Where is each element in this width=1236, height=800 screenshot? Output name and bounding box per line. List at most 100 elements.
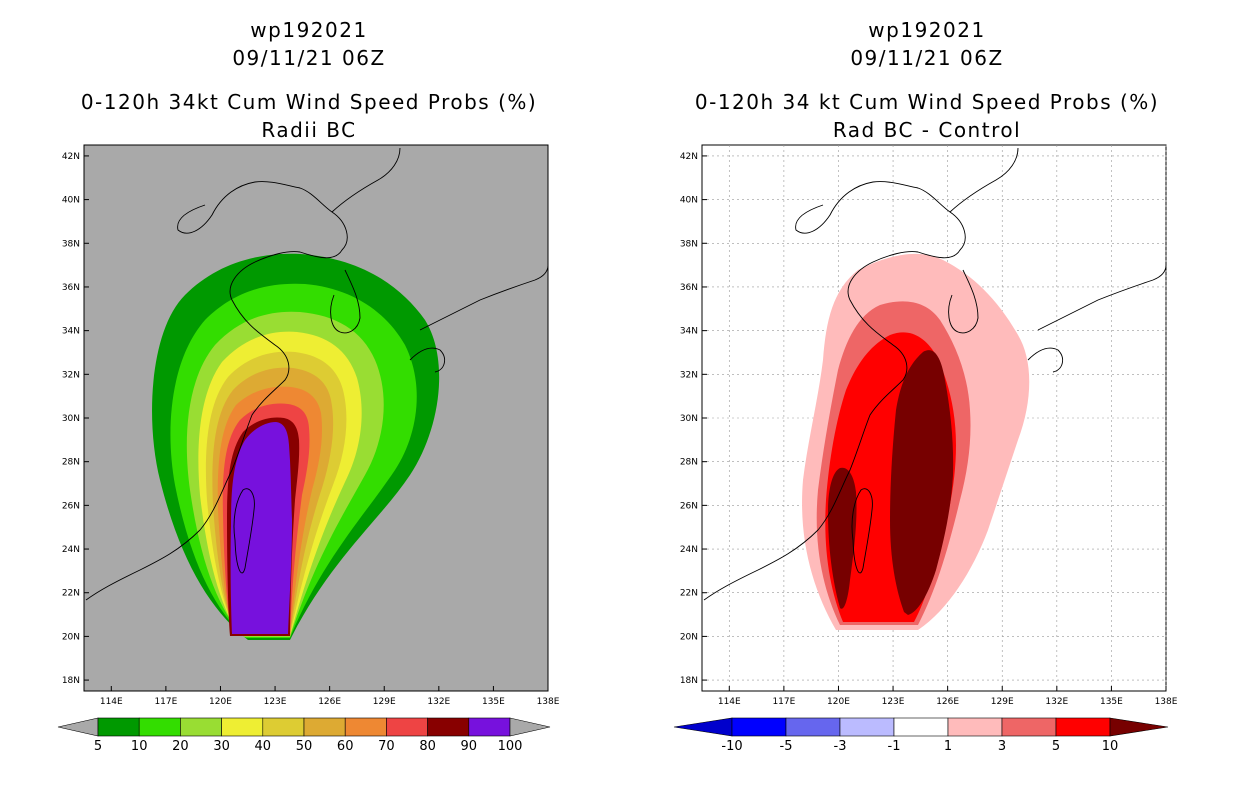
x-tick-label: 129E <box>991 697 1014 707</box>
colorbar-swatch <box>947 717 1003 737</box>
y-tick-label: 34N <box>62 327 80 337</box>
colorbar-swatch <box>1055 717 1111 737</box>
y-axis: 18N 20N 22N 24N 26N 28N 30N 32N 34N 36N 38N 40N 42N <box>62 152 89 686</box>
colorbar-label: 5 <box>1052 739 1060 754</box>
colorbar-underflow <box>57 717 99 737</box>
x-tick-label: 129E <box>373 697 396 707</box>
x-tick-label: 117E <box>772 697 795 707</box>
colorbar-label: 100 <box>498 739 523 754</box>
chart-title: 0-120h 34kt Cum Wind Speed Probs (%) <box>80 90 538 114</box>
map-chart-left: 114E 117E 120E 123E 126E 129E 132E 135E 138E 18N… <box>57 144 560 754</box>
colorbar-swatch <box>731 717 787 737</box>
y-tick-label: 24N <box>680 545 698 555</box>
colorbar-swatch <box>839 717 895 737</box>
chart-title: 0-120h 34 kt Cum Wind Speed Probs (%) <box>694 90 1160 114</box>
colorbar-swatch <box>386 717 428 737</box>
y-tick-label: 36N <box>680 283 698 293</box>
contour-90 <box>230 422 292 634</box>
colorbar-label: -1 <box>888 739 901 754</box>
colorbar-swatch <box>262 717 305 737</box>
x-axis: 114E 117E 120E 123E 126E 129E 132E 135E 138E <box>100 686 560 707</box>
colorbar-swatch <box>1001 717 1057 737</box>
colorbar-label: 80 <box>419 739 436 754</box>
difference-contours <box>802 253 1030 630</box>
datetime: 09/11/21 06Z <box>850 46 1004 70</box>
colorbar-right: -10 -5 -3 -1 1 3 5 10 <box>673 717 1169 754</box>
x-tick-label: 117E <box>154 697 177 707</box>
y-tick-label: 42N <box>680 152 698 162</box>
y-tick-label: 32N <box>680 370 698 380</box>
y-tick-label: 38N <box>62 239 80 249</box>
x-tick-label: 126E <box>936 697 959 707</box>
x-tick-label: 114E <box>718 697 741 707</box>
colorbar-overflow <box>509 717 551 737</box>
y-tick-label: 42N <box>62 152 80 162</box>
y-tick-label: 20N <box>62 632 80 642</box>
colorbar-label: 50 <box>296 739 313 754</box>
colorbar-swatch <box>97 717 140 737</box>
y-axis: 18N 20N 22N 24N 26N 28N 30N 32N 34N 36N 38N 40N 42N <box>680 152 707 686</box>
datetime: 09/11/21 06Z <box>232 46 386 70</box>
colorbar-label: 3 <box>998 739 1006 754</box>
y-tick-label: 22N <box>62 589 80 599</box>
colorbar-label: 90 <box>461 739 478 754</box>
colorbar-label: 1 <box>944 739 952 754</box>
diff-contour-10a <box>890 350 954 615</box>
y-tick-label: 40N <box>680 196 698 206</box>
colorbar-label: -5 <box>780 739 793 754</box>
x-tick-label: 114E <box>100 697 123 707</box>
colorbar-label: 20 <box>172 739 189 754</box>
colorbar-label: -10 <box>721 739 742 754</box>
x-tick-label: 120E <box>827 697 850 707</box>
coastlines <box>85 147 549 601</box>
x-tick-label: 120E <box>209 697 232 707</box>
chart-subtitle: Radii BC <box>261 118 357 142</box>
colorbar-underflow <box>673 717 733 737</box>
colorbar-label: 40 <box>255 739 272 754</box>
y-tick-label: 32N <box>62 370 80 380</box>
x-axis: 114E 117E 120E 123E 126E 129E 132E 135E 138E <box>718 686 1178 707</box>
panel-radii-bc: wp192021 09/11/21 06Z 0-120h 34kt Cum Wi… <box>57 18 560 754</box>
y-tick-label: 30N <box>680 414 698 424</box>
x-tick-label: 138E <box>1155 697 1178 707</box>
x-tick-label: 123E <box>882 697 905 707</box>
colorbar-swatch <box>221 717 264 737</box>
colorbar-swatch <box>893 717 949 737</box>
colorbar-swatch <box>138 717 181 737</box>
colorbar-label: 10 <box>131 739 148 754</box>
x-tick-label: 132E <box>427 697 450 707</box>
x-tick-label: 135E <box>482 697 505 707</box>
colorbar-label: 10 <box>1102 739 1119 754</box>
y-tick-label: 18N <box>62 676 80 686</box>
x-tick-label: 126E <box>318 697 341 707</box>
colorbar-swatch <box>427 717 470 737</box>
storm-id: wp192021 <box>868 18 986 42</box>
colorbar-left: 5 10 20 30 40 50 60 70 80 90 100 <box>57 717 551 754</box>
colorbar-swatch <box>303 717 346 737</box>
x-tick-label: 132E <box>1045 697 1068 707</box>
map-chart-right: 114E 117E 120E 123E 126E 129E 132E 135E 138E 18N… <box>673 144 1178 754</box>
y-tick-label: 30N <box>62 414 80 424</box>
colorbar-swatch <box>785 717 841 737</box>
x-tick-label: 135E <box>1100 697 1123 707</box>
coastlines <box>703 147 1167 601</box>
y-tick-label: 40N <box>62 196 80 206</box>
y-tick-label: 26N <box>62 501 80 511</box>
y-tick-label: 38N <box>680 239 698 249</box>
y-tick-label: 22N <box>680 589 698 599</box>
y-tick-label: 28N <box>62 458 80 468</box>
y-tick-label: 28N <box>680 458 698 468</box>
chart-subtitle: Rad BC - Control <box>832 118 1022 142</box>
y-tick-label: 24N <box>62 545 80 555</box>
y-tick-label: 18N <box>680 676 698 686</box>
colorbar-swatch <box>344 717 387 737</box>
x-tick-label: 123E <box>264 697 287 707</box>
colorbar-label: 5 <box>94 739 102 754</box>
colorbar-label: -3 <box>834 739 847 754</box>
colorbar-overflow <box>1109 717 1169 737</box>
storm-id: wp192021 <box>250 18 368 42</box>
y-tick-label: 34N <box>680 327 698 337</box>
panel-rad-bc-control: wp192021 09/11/21 06Z 0-120h 34 kt Cum W… <box>618 0 1236 800</box>
y-tick-label: 20N <box>680 632 698 642</box>
colorbar-swatch <box>468 717 511 737</box>
